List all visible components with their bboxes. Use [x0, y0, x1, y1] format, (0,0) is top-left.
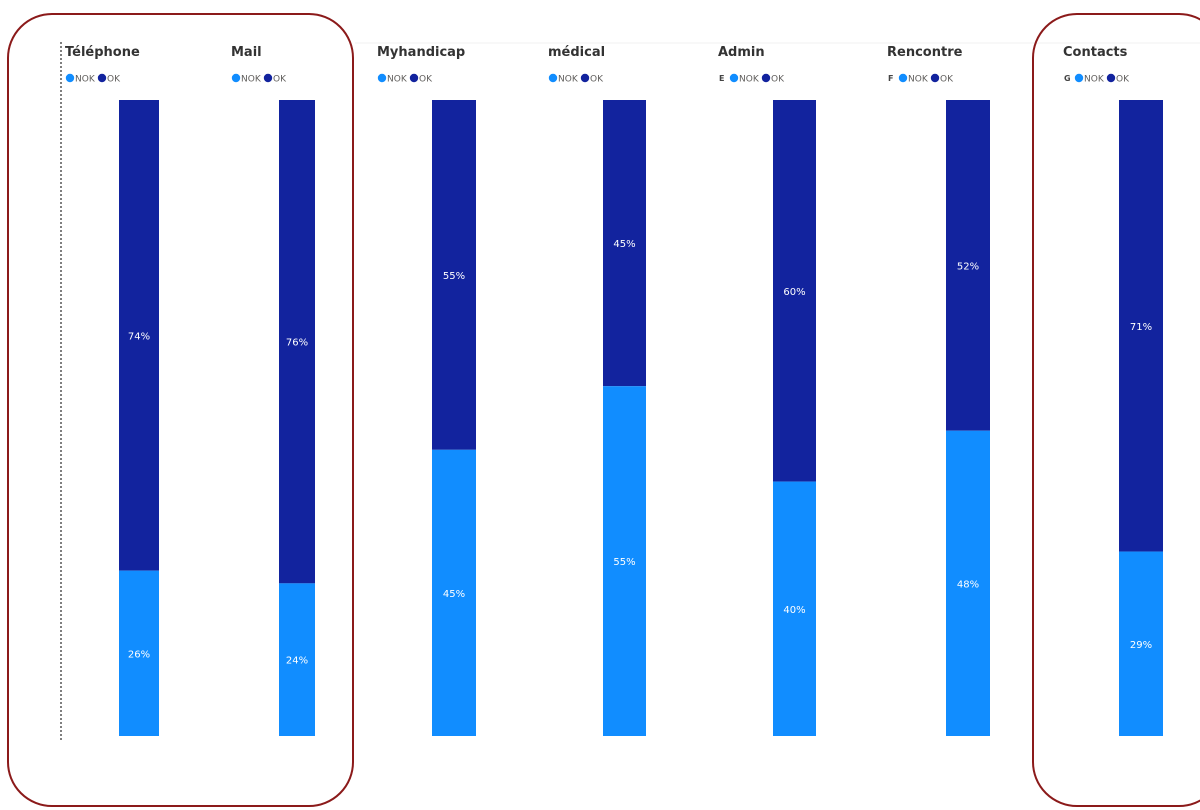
chart-3-legend-ok-label: OK	[419, 75, 433, 85]
chart-7-legend-ok-label: OK	[1116, 75, 1130, 85]
chart-7-legend-nok-dot-icon	[1074, 73, 1084, 83]
chart-1-legend-nok-label: NOK	[75, 75, 96, 85]
chart-2-legend-ok-label: OK	[273, 75, 287, 85]
chart-1: Téléphone NOK OK 74% 26%	[65, 45, 159, 736]
chart-3-bar-ok	[432, 100, 476, 450]
chart-3-legend-nok-label: NOK	[387, 75, 408, 85]
chart-2-bar-nok	[279, 583, 315, 736]
chart-7-title: Contacts	[1063, 45, 1128, 60]
chart-3-legend-nok-dot-icon	[377, 73, 387, 83]
chart-6-title: Rencontre	[887, 45, 963, 60]
chart-2-data-label-ok: 76%	[286, 338, 308, 349]
chart-7-bar-ok	[1119, 100, 1163, 552]
chart-4-legend-nok-label: NOK	[558, 75, 579, 85]
chart-3: Myhandicap NOK OK 55% 45%	[377, 45, 476, 736]
chart-4-legend-ok-dot-icon	[580, 73, 590, 83]
chart-1-data-label-nok: 26%	[128, 649, 150, 660]
chart-5-legend-nok-dot-icon	[729, 73, 739, 83]
chart-2-legend-nok-dot-icon	[231, 73, 241, 83]
chart-2-legend-nok-label: NOK	[241, 75, 262, 85]
chart-6-data-label-ok: 52%	[957, 261, 979, 272]
chart-4-data-label-ok: 45%	[613, 239, 635, 250]
chart-1-title: Téléphone	[65, 45, 140, 60]
chart-7-legend-ok-dot-icon	[1106, 73, 1116, 83]
chart-6-legend-prefix: F	[888, 74, 893, 83]
chart-7-bar-nok	[1119, 551, 1163, 736]
chart-6-legend-nok-label: NOK	[908, 75, 929, 85]
chart-7-data-label-nok: 29%	[1130, 640, 1152, 651]
chart-6-legend-ok-dot-icon	[930, 73, 940, 83]
chart-2-legend-ok-dot-icon	[263, 73, 273, 83]
chart-6-bar-nok	[946, 430, 990, 736]
chart-3-bar-nok	[432, 449, 476, 736]
chart-1-bar-ok	[119, 100, 159, 571]
chart-4-bar-ok	[603, 100, 646, 387]
chart-1-legend-nok-dot-icon	[65, 73, 75, 83]
chart-4-title: médical	[548, 45, 605, 60]
chart-6-legend-nok-dot-icon	[898, 73, 908, 83]
chart-5-bar-ok	[773, 100, 816, 482]
chart-5-legend-nok-label: NOK	[739, 75, 760, 85]
chart-7-legend-nok-label: NOK	[1084, 75, 1105, 85]
chart-6-bar-ok	[946, 100, 990, 431]
chart-6-data-label-nok: 48%	[957, 579, 979, 590]
chart-5-title: Admin	[718, 45, 765, 60]
chart-2-bar-ok	[279, 100, 315, 584]
chart-7-data-label-ok: 71%	[1130, 322, 1152, 333]
chart-3-title: Myhandicap	[377, 45, 465, 60]
chart-2-data-label-nok: 24%	[286, 656, 308, 667]
chart-7: Contacts G NOK OK 71% 29%	[1063, 45, 1163, 736]
chart-6: Rencontre F NOK OK 52% 48%	[887, 45, 990, 736]
highlight-box-right	[1032, 13, 1200, 807]
chart-3-data-label-nok: 45%	[443, 589, 465, 600]
chart-5-data-label-ok: 60%	[783, 287, 805, 298]
chart-7-legend-prefix: G	[1064, 74, 1071, 83]
charts-layer: Téléphone NOK OK 74% 26% Mail NOK OK 76% 24% Myhan…	[65, 45, 1163, 736]
chart-1-legend-ok-label: OK	[107, 75, 121, 85]
chart-4: médical NOK OK 45% 55%	[548, 45, 646, 736]
chart-4-bar-nok	[603, 386, 646, 736]
chart-3-data-label-ok: 55%	[443, 271, 465, 282]
chart-4-data-label-nok: 55%	[613, 557, 635, 568]
highlight-box-left	[7, 13, 354, 807]
chart-5-bar-nok	[773, 481, 816, 736]
chart-3-legend-ok-dot-icon	[409, 73, 419, 83]
chart-2-title: Mail	[231, 45, 262, 60]
chart-1-legend-ok-dot-icon	[97, 73, 107, 83]
chart-1-data-label-ok: 74%	[128, 331, 150, 342]
chart-5-legend-ok-label: OK	[771, 75, 785, 85]
chart-5: Admin E NOK OK 60% 40%	[718, 45, 816, 736]
chart-5-legend-ok-dot-icon	[761, 73, 771, 83]
chart-5-legend-prefix: E	[719, 74, 724, 83]
chart-6-legend-ok-label: OK	[940, 75, 954, 85]
chart-1-bar-nok	[119, 570, 159, 736]
chart-4-legend-ok-label: OK	[590, 75, 604, 85]
chart-2: Mail NOK OK 76% 24%	[231, 45, 315, 736]
chart-4-legend-nok-dot-icon	[548, 73, 558, 83]
chart-5-data-label-nok: 40%	[783, 605, 805, 616]
